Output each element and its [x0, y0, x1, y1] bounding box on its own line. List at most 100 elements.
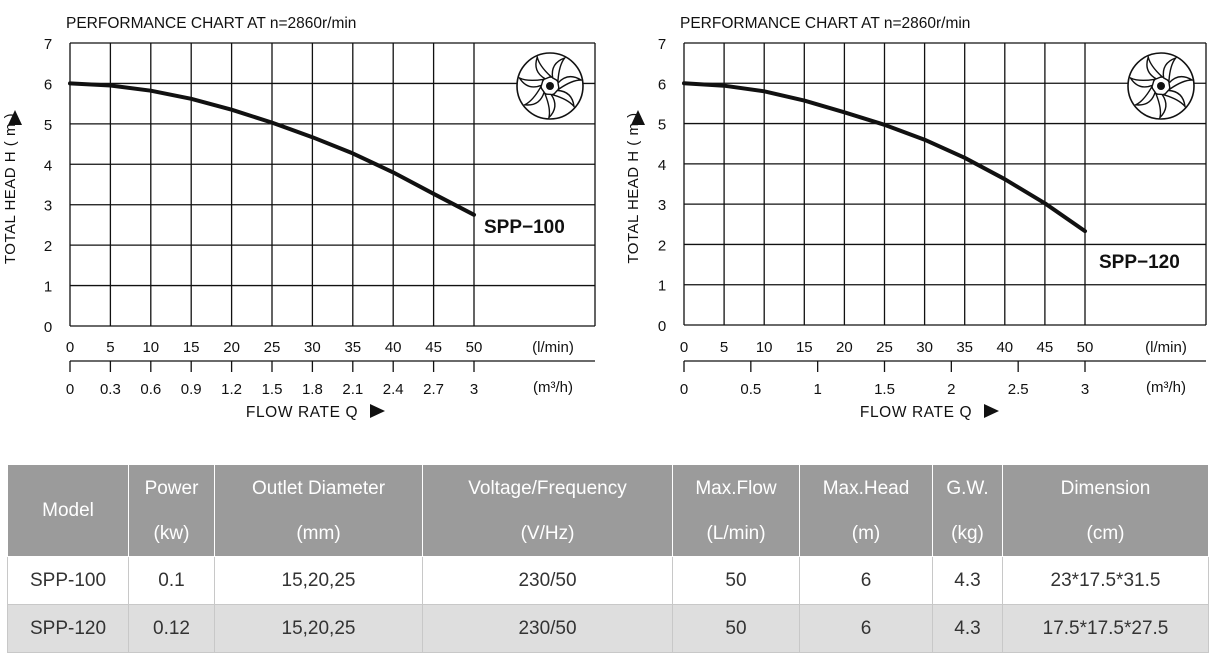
x-tick-label-secondary: 2.4 — [383, 381, 404, 398]
y-tick-label: 5 — [658, 117, 666, 134]
x-tick-label-secondary: 2.7 — [423, 381, 444, 398]
x-unit-secondary: (m³/h) — [1146, 379, 1186, 396]
x-axis-arrow-icon — [984, 404, 999, 418]
x-tick-label-primary: 35 — [344, 339, 361, 356]
x-tick-label-secondary: 2 — [947, 381, 955, 398]
table-cell: 230/50 — [422, 604, 673, 653]
series-label: SPP−100 — [484, 217, 565, 238]
y-axis-arrow-icon — [8, 110, 22, 125]
table-cell: 50 — [672, 556, 800, 605]
x-unit-secondary: (m³/h) — [533, 379, 573, 396]
x-tick-label-primary: 0 — [680, 339, 688, 356]
x-tick-label-primary: 5 — [720, 339, 728, 356]
x-tick-label-secondary: 3 — [1081, 381, 1089, 398]
table-cell: 0.12 — [128, 604, 215, 653]
header-gross-weight: G.W. (kg) — [932, 464, 1003, 557]
impeller-icon — [1127, 52, 1195, 120]
table-cell: SPP-120 — [7, 604, 129, 653]
x-tick-label-secondary: 0.6 — [140, 381, 161, 398]
table-cell: 230/50 — [422, 556, 673, 605]
x-axis-arrow-icon — [370, 404, 385, 418]
header-max-flow: Max.Flow (L/min) — [672, 464, 800, 557]
x-tick-label-primary: 30 — [304, 339, 321, 356]
table-header-row: Model Power (kw) Outlet Diameter (mm) Volt… — [7, 464, 1209, 557]
header-model: Model — [7, 464, 129, 557]
x-tick-label-secondary: 0.3 — [100, 381, 121, 398]
impeller-vane — [1146, 54, 1164, 80]
x-tick-label-primary: 5 — [106, 339, 114, 356]
y-tick-label: 2 — [658, 237, 666, 254]
header-max-head: Max.Head (m) — [799, 464, 933, 557]
x-tick-label-primary: 40 — [996, 339, 1013, 356]
x-unit-primary: (l/min) — [532, 339, 574, 356]
x-tick-label-primary: 45 — [1037, 339, 1054, 356]
y-tick-label: 7 — [44, 36, 52, 53]
impeller-vane — [557, 75, 584, 91]
performance-chart-spp-100: PERFORMANCE CHART AT n=2860r/min01234567… — [2, 15, 596, 421]
performance-chart-spp-120: PERFORMANCE CHART AT n=2860r/min01234567… — [625, 15, 1207, 421]
x-tick-label-primary: 30 — [916, 339, 933, 356]
impeller-icon — [516, 52, 584, 120]
header-outlet-diameter: Outlet Diameter (mm) — [214, 464, 423, 557]
table-cell: 50 — [672, 604, 800, 653]
x-tick-label-primary: 10 — [756, 339, 773, 356]
x-tick-label-primary: 0 — [66, 339, 74, 356]
table-cell: 4.3 — [932, 604, 1003, 653]
series-label: SPP−120 — [1099, 252, 1180, 273]
table-cell: 15,20,25 — [214, 556, 423, 605]
y-axis-label: TOTAL HEAD H ( m ) — [2, 113, 19, 264]
x-tick-label-secondary: 0.9 — [181, 381, 202, 398]
impeller-vane — [1128, 76, 1156, 88]
impeller-shaft — [546, 82, 554, 90]
x-tick-label-primary: 40 — [385, 339, 402, 356]
table-cell: 6 — [799, 556, 933, 605]
x-tick-label-primary: 10 — [142, 339, 159, 356]
chart-title: PERFORMANCE CHART AT n=2860r/min — [66, 15, 356, 32]
y-axis-arrow-icon — [631, 110, 645, 125]
x-tick-label-secondary: 1.5 — [874, 381, 895, 398]
x-tick-label-secondary: 2.5 — [1008, 381, 1029, 398]
y-tick-label: 4 — [658, 157, 666, 174]
table-cell: 6 — [799, 604, 933, 653]
impeller-vane — [551, 56, 567, 82]
x-tick-label-secondary: 0.5 — [740, 381, 761, 398]
x-tick-label-primary: 20 — [223, 339, 240, 356]
impeller-vane — [544, 93, 556, 120]
x-tick-label-secondary: 3 — [470, 381, 478, 398]
chart-title: PERFORMANCE CHART AT n=2860r/min — [680, 15, 970, 32]
x-axis-label: FLOW RATE Q — [246, 404, 358, 421]
x-tick-label-primary: 20 — [836, 339, 853, 356]
y-tick-label: 0 — [44, 319, 52, 336]
impeller-vane — [517, 76, 545, 88]
impeller-shaft — [1157, 82, 1165, 90]
header-dimension: Dimension (cm) — [1002, 464, 1209, 557]
impeller-vane — [1163, 89, 1187, 109]
y-tick-label: 7 — [658, 36, 666, 53]
y-tick-label: 1 — [44, 279, 52, 296]
table-cell: 15,20,25 — [214, 604, 423, 653]
x-tick-label-secondary: 1.8 — [302, 381, 323, 398]
impeller-vane — [522, 85, 545, 106]
table-cell: SPP-100 — [7, 556, 129, 605]
impeller-vane — [1168, 75, 1195, 91]
x-tick-label-primary: 15 — [796, 339, 813, 356]
spec-table: Model Power (kw) Outlet Diameter (mm) Volt… — [7, 464, 1209, 653]
table-row: SPP-120 0.12 15,20,25 230/50 50 6 4.3 17… — [7, 604, 1209, 653]
x-tick-label-primary: 15 — [183, 339, 200, 356]
x-tick-label-secondary: 2.1 — [342, 381, 363, 398]
y-tick-label: 3 — [44, 198, 52, 215]
y-axis-label: TOTAL HEAD H ( m ) — [625, 112, 642, 263]
header-power: Power (kw) — [128, 464, 215, 557]
impeller-vane — [1162, 56, 1178, 82]
x-tick-label-secondary: 1.2 — [221, 381, 242, 398]
impeller-vane — [535, 54, 553, 80]
impeller-vane — [1133, 85, 1156, 106]
table-cell: 4.3 — [932, 556, 1003, 605]
x-tick-label-secondary: 0 — [66, 381, 74, 398]
y-tick-label: 6 — [44, 76, 52, 93]
x-unit-primary: (l/min) — [1145, 339, 1187, 356]
x-tick-label-secondary: 1 — [813, 381, 821, 398]
impeller-vane — [1155, 93, 1167, 120]
y-tick-label: 5 — [44, 117, 52, 134]
y-tick-label: 0 — [658, 318, 666, 335]
